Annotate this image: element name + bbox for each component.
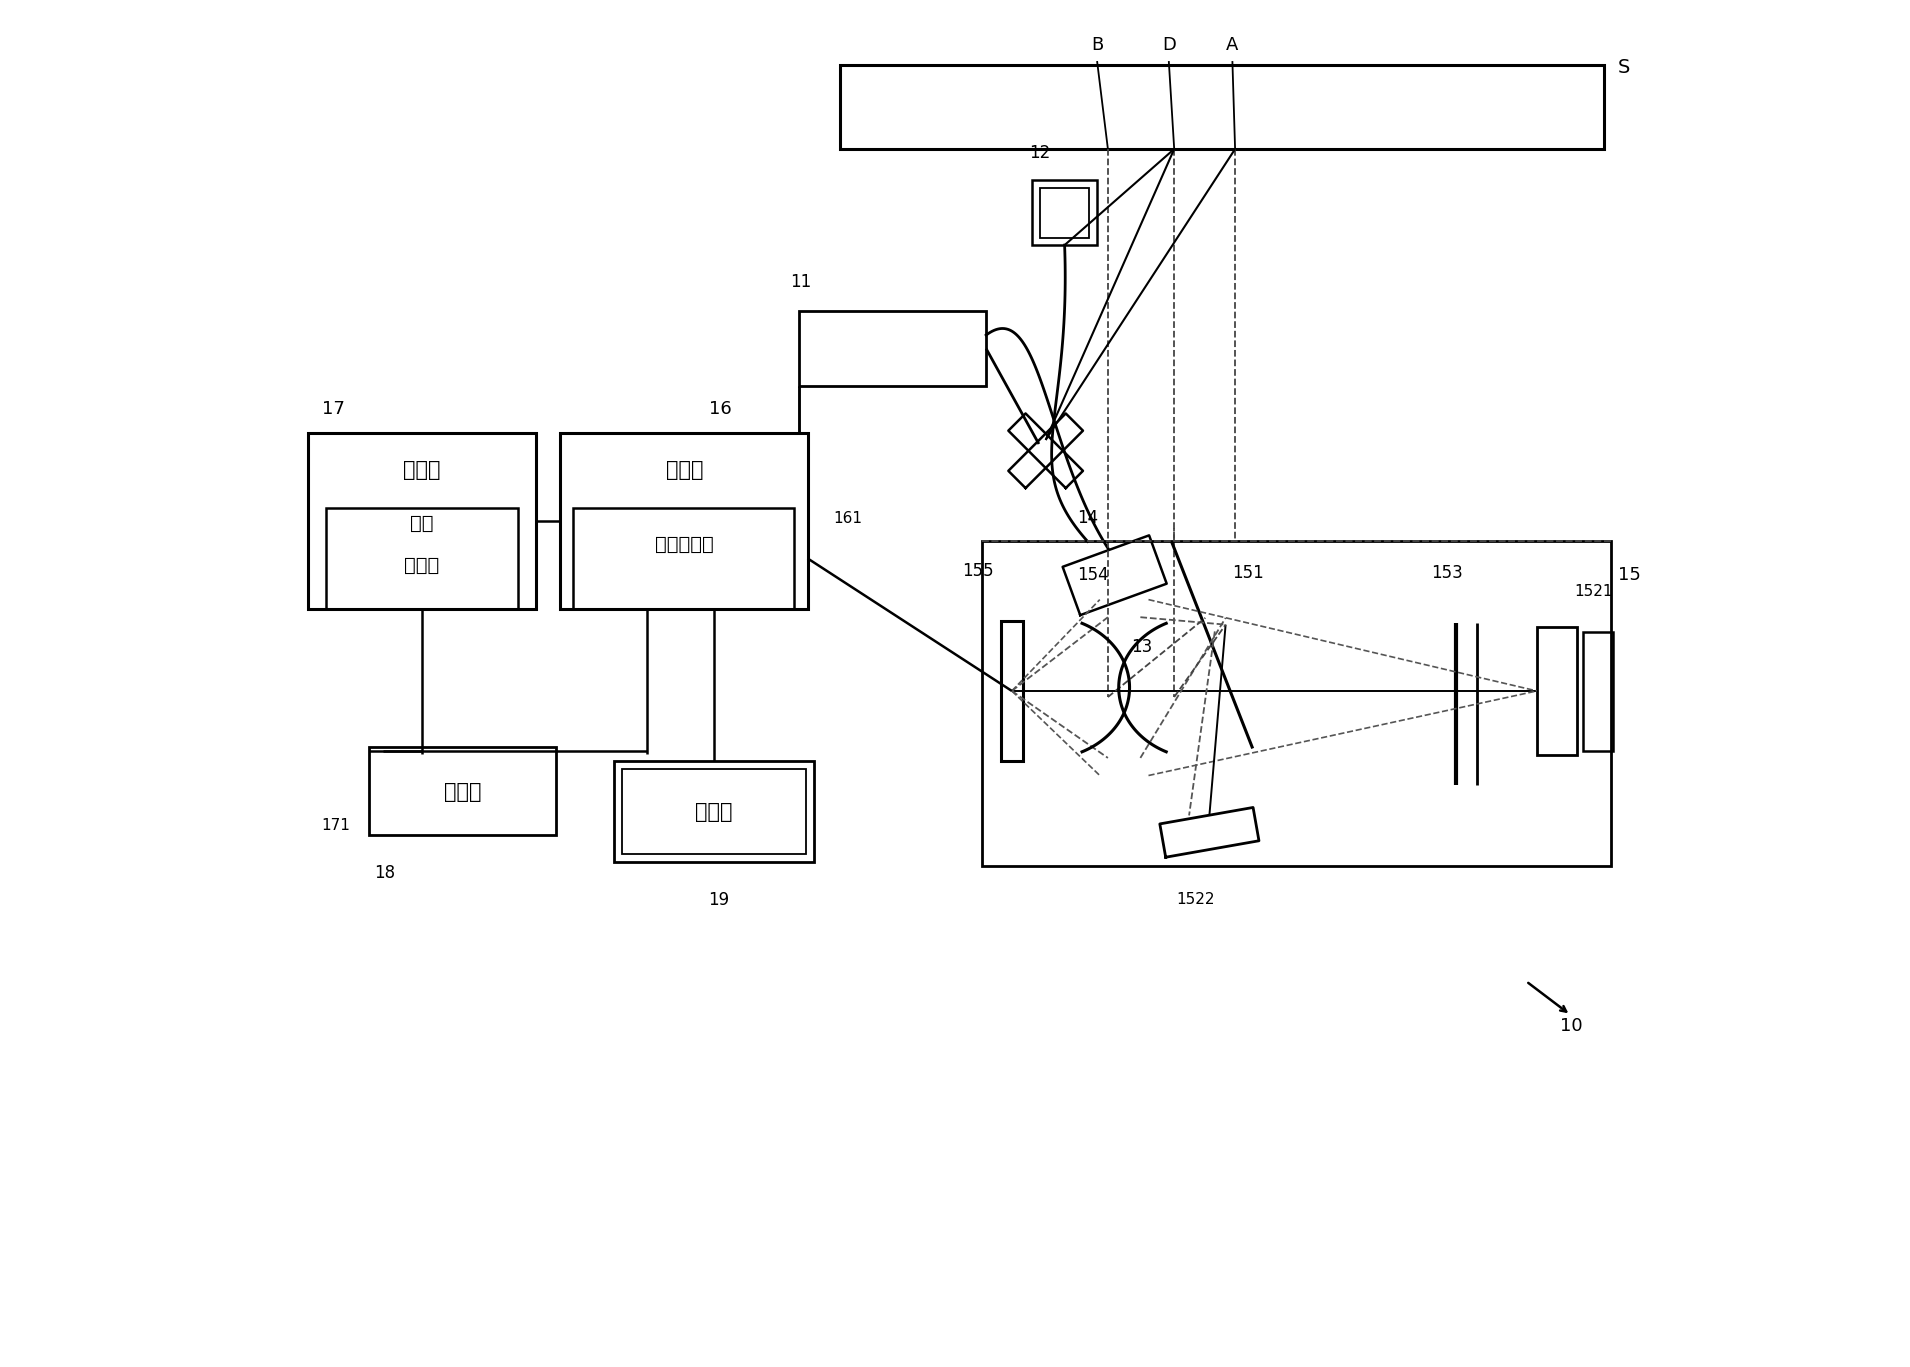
Text: 1522: 1522 xyxy=(1177,893,1215,908)
Bar xyxy=(573,507,795,610)
Text: S: S xyxy=(1618,59,1631,78)
Bar xyxy=(613,760,814,863)
Bar xyxy=(1001,621,1022,760)
Text: 151: 151 xyxy=(1232,563,1264,581)
Bar xyxy=(623,768,806,854)
Text: 171: 171 xyxy=(321,817,351,833)
Bar xyxy=(1583,632,1612,750)
Text: 显示部: 显示部 xyxy=(695,802,733,822)
Text: 14: 14 xyxy=(1077,510,1098,528)
Text: 155: 155 xyxy=(963,562,993,580)
Text: 161: 161 xyxy=(833,511,861,526)
Bar xyxy=(1031,180,1096,245)
Bar xyxy=(308,433,535,610)
Text: 输入部: 输入部 xyxy=(443,782,481,802)
Text: 18: 18 xyxy=(374,864,395,882)
Text: 153: 153 xyxy=(1431,563,1463,581)
Text: 12: 12 xyxy=(1029,144,1050,163)
Text: 10: 10 xyxy=(1560,1017,1583,1035)
Text: 16: 16 xyxy=(709,399,732,418)
Text: 11: 11 xyxy=(791,272,812,291)
Text: 13: 13 xyxy=(1131,638,1152,656)
Bar xyxy=(1538,626,1578,755)
Bar xyxy=(560,433,808,610)
Text: 19: 19 xyxy=(707,891,730,909)
Text: B: B xyxy=(1091,37,1104,55)
Bar xyxy=(982,541,1612,867)
Bar xyxy=(1041,189,1089,238)
Text: D: D xyxy=(1161,37,1177,55)
Text: 存储部: 存储部 xyxy=(405,556,439,576)
Text: 图像制作部: 图像制作部 xyxy=(655,534,714,554)
Bar xyxy=(840,66,1604,149)
Text: 控制部: 控制部 xyxy=(665,459,703,480)
Text: 存储部: 存储部 xyxy=(403,459,441,480)
Bar xyxy=(800,312,986,385)
Text: 1521: 1521 xyxy=(1574,584,1614,599)
Text: 15: 15 xyxy=(1618,566,1641,584)
Bar xyxy=(369,748,556,835)
Bar xyxy=(327,507,518,610)
Text: 17: 17 xyxy=(321,399,344,418)
Text: 154: 154 xyxy=(1077,566,1108,584)
Text: 频率: 频率 xyxy=(411,514,434,533)
Text: A: A xyxy=(1226,37,1238,55)
